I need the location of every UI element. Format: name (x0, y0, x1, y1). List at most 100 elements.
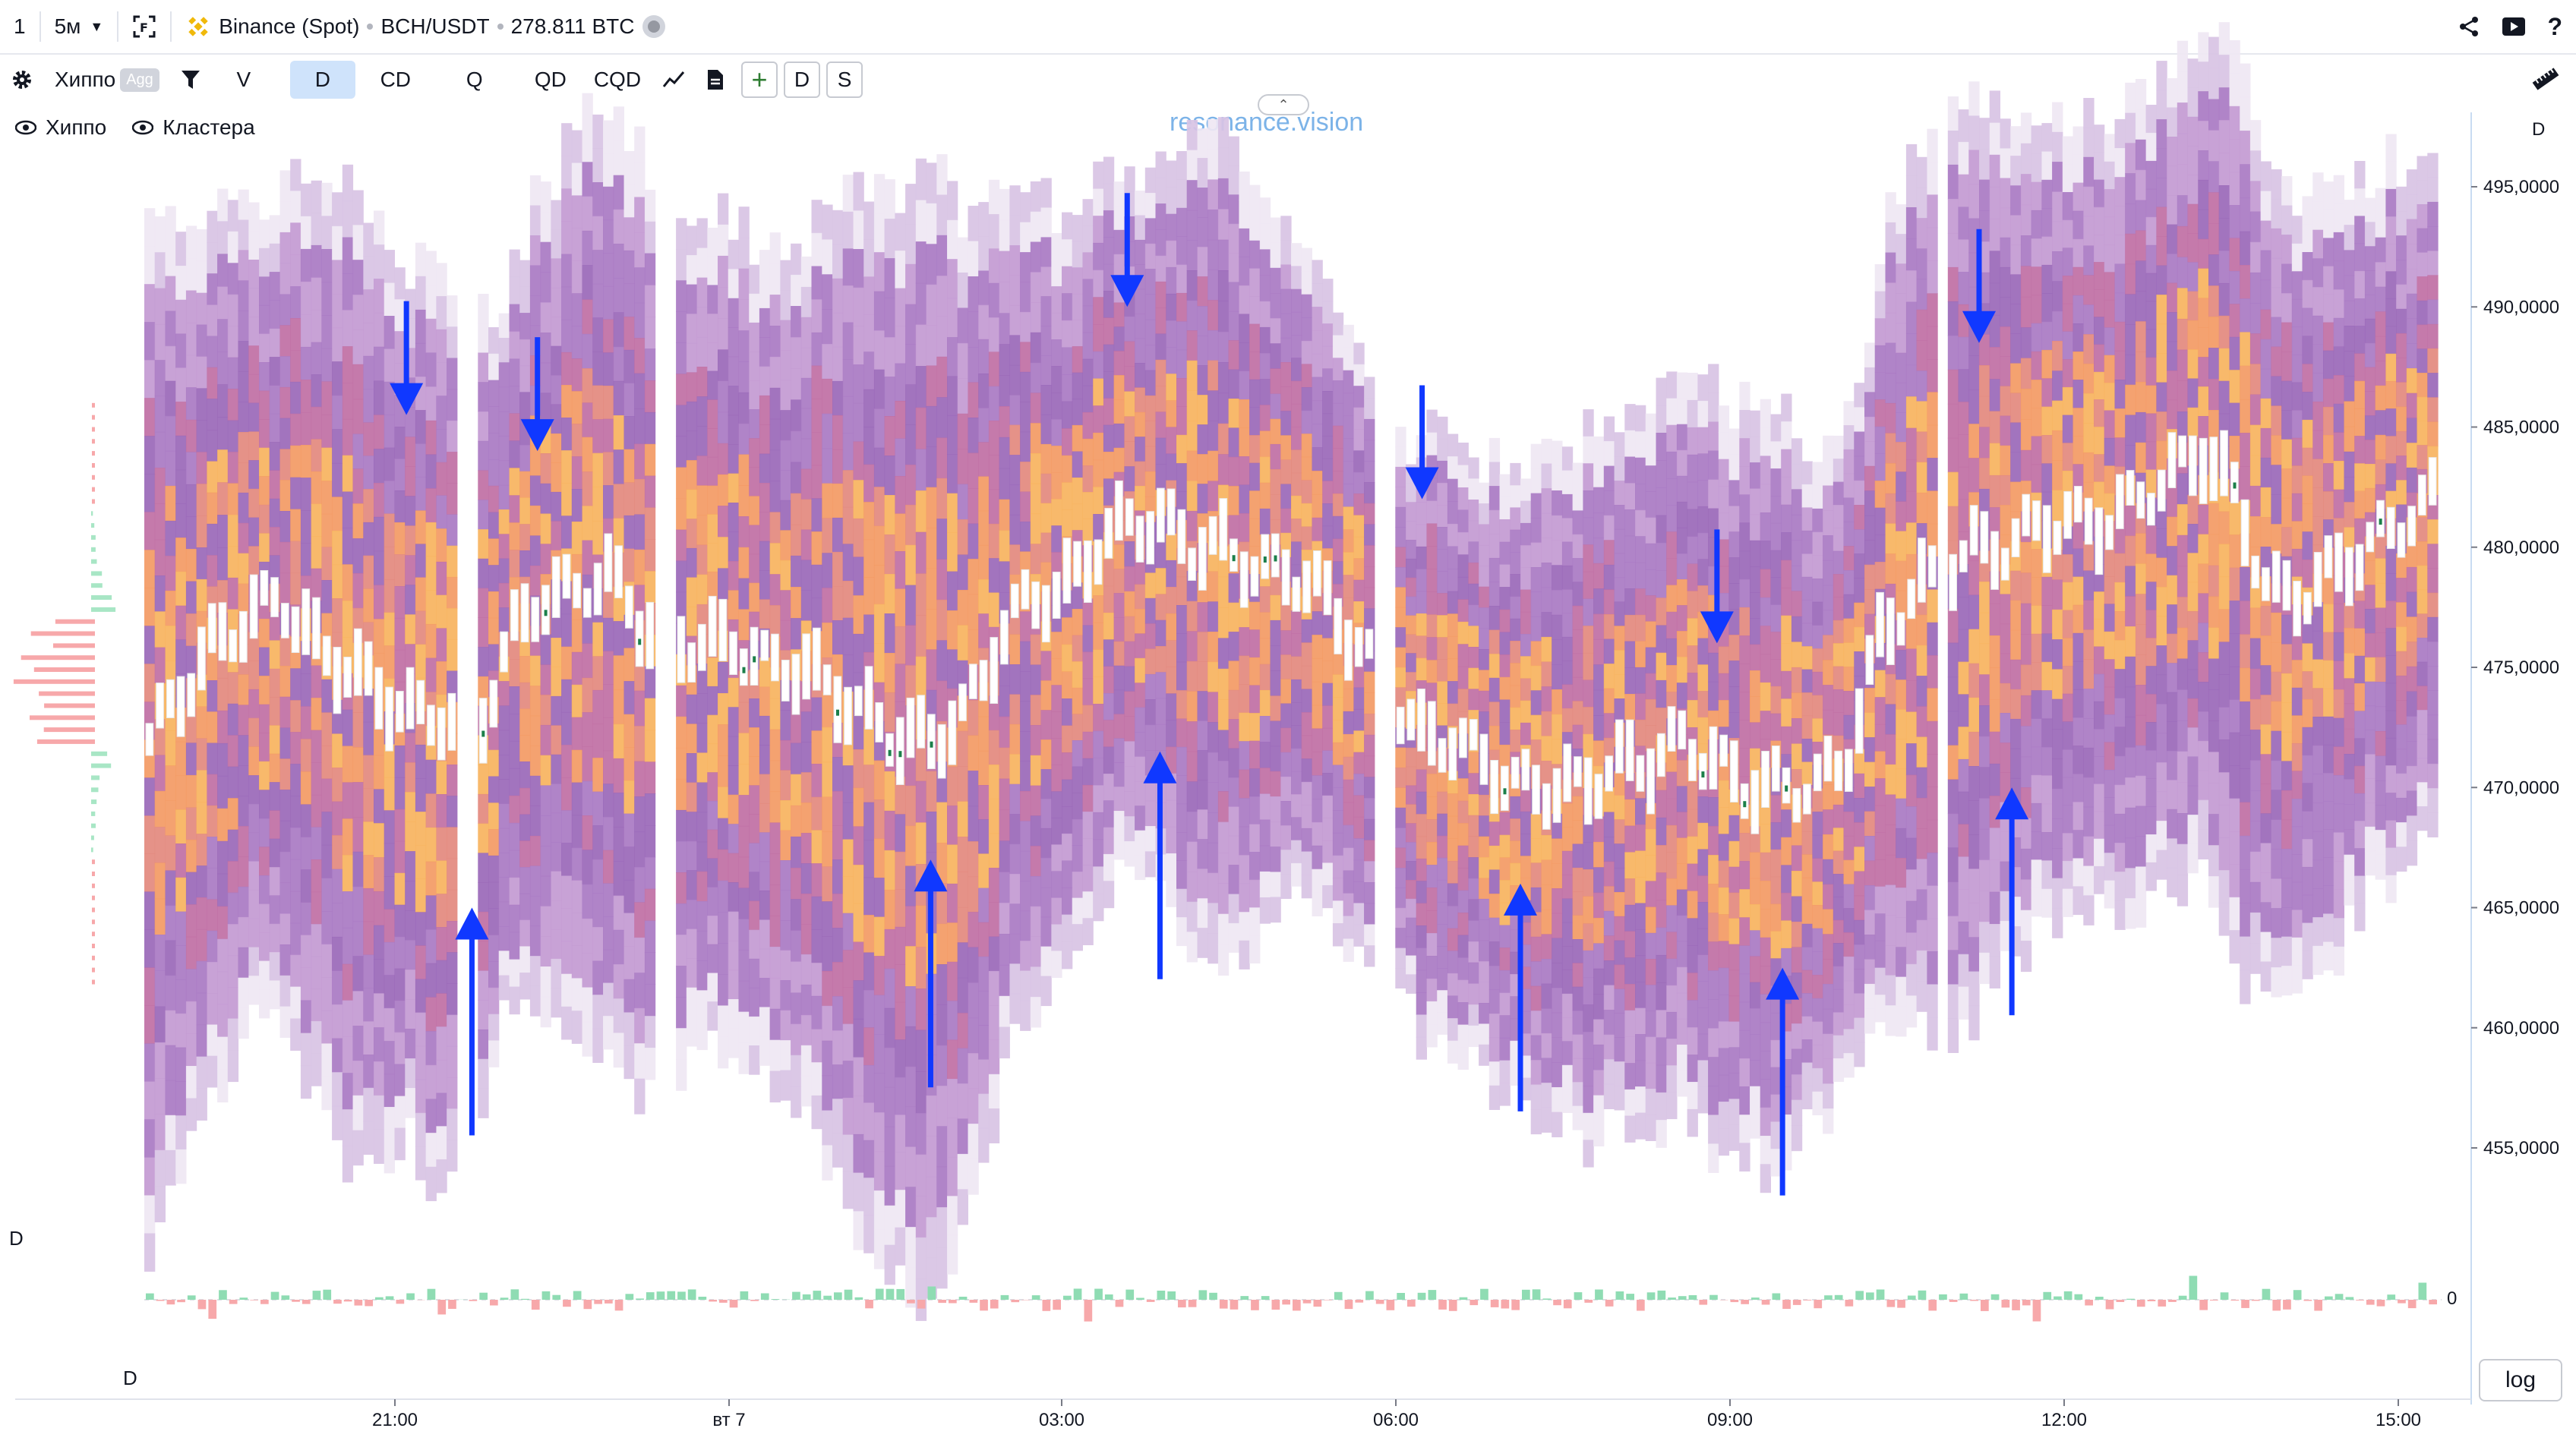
heat-cell (1718, 673, 1730, 701)
indicator-name[interactable]: Хиппо Agg (44, 61, 170, 99)
heat-cell (1437, 527, 1448, 550)
mode-cqd-button[interactable]: CQD (583, 61, 652, 99)
heat-cell (1656, 652, 1667, 681)
video-icon[interactable] (2502, 16, 2526, 37)
heat-cell (1437, 681, 1448, 705)
layout-button[interactable]: 1 (0, 0, 39, 53)
heat-cell (1113, 229, 1125, 255)
heat-cell (2010, 333, 2022, 364)
heat-cell (1947, 642, 1959, 678)
interval-select[interactable]: 5м ▼ (41, 0, 118, 53)
heat-cell (498, 901, 510, 927)
ruler-button[interactable] (2532, 65, 2559, 98)
collapse-toggle[interactable]: ⌃ (1258, 94, 1309, 115)
heat-cell (978, 304, 990, 340)
document-button[interactable] (696, 61, 735, 99)
heat-cell (1718, 967, 1730, 995)
heat-cell (342, 818, 354, 856)
heat-cell (1291, 380, 1302, 405)
heat-cell (488, 987, 500, 1015)
heat-cell (1312, 424, 1323, 448)
heat-cell (905, 224, 917, 265)
heat-cell (571, 358, 583, 392)
heat-cell (1197, 395, 1208, 425)
heat-cell (217, 677, 229, 711)
line-chart-button[interactable] (652, 61, 696, 99)
heat-cell (321, 182, 333, 216)
heat-cell (1656, 845, 1667, 873)
heat-cell (634, 338, 646, 374)
heat-cell (623, 515, 635, 550)
heat-cell (1259, 482, 1271, 509)
heat-cell (1812, 695, 1823, 719)
heat-cell (269, 867, 280, 896)
mode-d-button[interactable]: D (289, 61, 355, 99)
agg-badge[interactable]: Agg (120, 68, 159, 92)
s-button[interactable]: S (826, 61, 863, 98)
heat-cell (384, 282, 395, 317)
symbol-info[interactable]: Binance (Spot) BCH/USDT 278.811 BTC (172, 0, 678, 53)
heat-cell (1770, 632, 1782, 660)
mode-v-button[interactable]: V (211, 61, 276, 99)
d-button[interactable]: D (784, 61, 821, 98)
mode-q-button[interactable]: Q (442, 61, 507, 99)
heat-cell (749, 814, 760, 843)
heat-cell (144, 1119, 156, 1158)
heat-cell (415, 945, 427, 980)
heat-cell (1051, 951, 1062, 978)
heat-cell (707, 456, 718, 487)
heat-cell (2010, 215, 2022, 245)
heat-cell (926, 1136, 937, 1178)
mode-cd-button[interactable]: CD (363, 61, 428, 99)
heat-cell (905, 263, 917, 305)
heat-cell (1135, 191, 1146, 216)
heat-cell (1541, 1033, 1552, 1059)
heat-cell (728, 882, 739, 913)
heat-cell (529, 175, 541, 206)
heat-cell (175, 809, 187, 844)
heat-cell (1217, 454, 1230, 486)
heat-cell (144, 512, 156, 550)
heat-cell (447, 827, 458, 859)
heat-cell (1510, 529, 1521, 553)
settings-button[interactable] (0, 61, 44, 99)
heat-cell (2020, 296, 2032, 328)
heat-cell (853, 633, 864, 673)
heat-cell (2020, 603, 2032, 635)
heat-cell (2010, 156, 2022, 186)
heat-cell (968, 876, 979, 913)
mode-qd-button[interactable]: QD (518, 61, 583, 99)
heat-cell (1144, 193, 1157, 219)
heat-cell (1124, 691, 1135, 717)
share-icon[interactable] (2458, 15, 2480, 38)
heat-cell (613, 449, 624, 484)
heat-cell (613, 312, 624, 348)
heat-cell (1208, 842, 1219, 874)
heat-cell (791, 1055, 802, 1087)
heat-cell (311, 924, 322, 957)
heat-cell (718, 537, 729, 569)
heat-cell (582, 299, 593, 335)
legend-item-clusters[interactable]: Кластера (132, 115, 255, 140)
help-icon[interactable]: ? (2547, 12, 2562, 40)
heat-cell (447, 796, 458, 828)
heat-cell (415, 845, 427, 879)
heat-cell (936, 1207, 948, 1248)
heat-cell (363, 788, 374, 822)
heat-cell (957, 1048, 968, 1084)
fullscreen-button[interactable]: F (118, 0, 170, 53)
add-button[interactable]: + (741, 61, 778, 98)
heat-cell (1896, 976, 1907, 1007)
legend-item-hippo[interactable]: Хиппо (15, 115, 106, 140)
heat-cell (1770, 1149, 1782, 1177)
heat-cell (352, 572, 364, 609)
filter-button[interactable] (170, 61, 211, 99)
heat-cell (1176, 576, 1188, 606)
heat-cell (644, 730, 656, 762)
heat-cell (2041, 293, 2053, 323)
heat-cell (1520, 1077, 1532, 1101)
heat-cell (832, 586, 844, 621)
heat-cell (1322, 818, 1334, 841)
heat-cell (1541, 686, 1552, 712)
